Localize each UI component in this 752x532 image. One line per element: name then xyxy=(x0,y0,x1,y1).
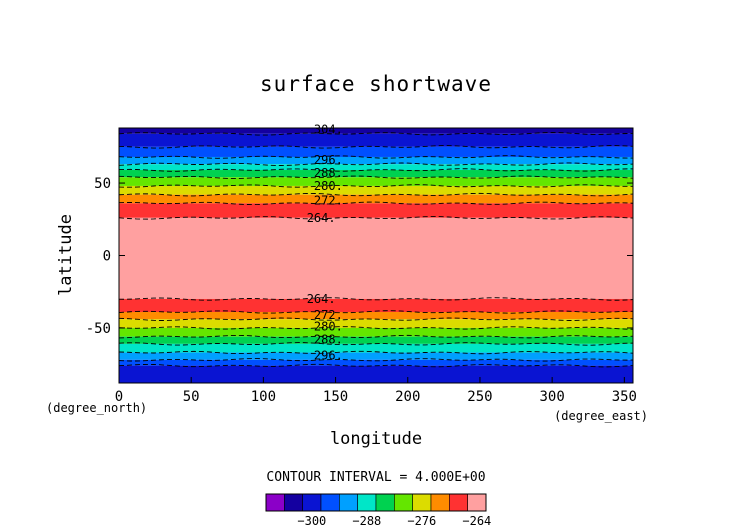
colorbar-tick-label: −300 xyxy=(297,514,326,528)
contour-label: 296. xyxy=(314,348,343,362)
color-band xyxy=(119,343,633,353)
colorbar-swatch xyxy=(357,493,377,512)
colorbar-tick-label: −288 xyxy=(352,514,381,528)
color-band xyxy=(119,146,633,157)
contour-line xyxy=(118,168,634,172)
contour-line xyxy=(118,201,634,206)
color-band xyxy=(119,156,633,165)
colorbar-swatch xyxy=(265,493,285,512)
x-tick-label: 350 xyxy=(612,389,637,405)
colorbar-swatch xyxy=(375,493,395,512)
color-band xyxy=(119,203,633,218)
x-axis: 0 50 100 150 200 250 300 350 xyxy=(115,377,637,405)
colorbar-swatch xyxy=(302,493,322,512)
x-tick-label: 100 xyxy=(251,389,276,405)
contour-line xyxy=(118,358,634,362)
color-band xyxy=(119,185,633,195)
x-unit-label: (degree_east) xyxy=(554,409,648,423)
contour-line xyxy=(118,334,634,339)
contour-line xyxy=(118,132,634,136)
contour-label: 304. xyxy=(314,122,343,136)
y-axis: -50 0 50 xyxy=(86,176,633,337)
contour-label: 280. xyxy=(314,179,343,193)
contour-label: 272. xyxy=(314,193,343,207)
x-tick-label: 250 xyxy=(467,389,492,405)
color-band xyxy=(119,133,633,147)
contour-line xyxy=(118,342,634,346)
colorbar-frame xyxy=(265,493,487,512)
color-band xyxy=(119,312,633,320)
color-band xyxy=(119,177,633,186)
contour-line xyxy=(118,216,634,220)
colorbar-swatch xyxy=(284,493,303,512)
x-tick-label: 150 xyxy=(323,389,348,405)
colorbar-swatch xyxy=(467,493,487,512)
x-tick-label: 300 xyxy=(539,389,564,405)
plot-area: 304.296.288.280.272.264.264.272.280.288.… xyxy=(118,122,634,384)
color-band xyxy=(119,352,633,360)
y-unit-label: (degree_north) xyxy=(46,401,147,415)
contour-line xyxy=(118,350,634,355)
color-band xyxy=(119,128,633,134)
color-band xyxy=(119,170,633,178)
colorbar-tick-label: −264 xyxy=(462,514,491,528)
contour-label: 288. xyxy=(314,166,343,180)
colorbar-swatch xyxy=(430,493,450,512)
color-band xyxy=(119,194,633,204)
color-bands xyxy=(119,128,633,383)
colorbar: −300 −288 −276 −264 xyxy=(265,493,491,528)
contour-line xyxy=(118,175,634,179)
y-tick-label: -50 xyxy=(86,321,111,337)
x-axis-title: longitude xyxy=(330,429,422,449)
contour-label: 264. xyxy=(307,292,336,306)
contour-line xyxy=(118,310,634,314)
color-band xyxy=(119,336,633,344)
contour-line xyxy=(118,317,634,321)
contour-labels: 304.296.288.280.272.264.264.272.280.288.… xyxy=(307,122,343,362)
colorbar-swatch xyxy=(449,493,468,512)
contour-label: 296. xyxy=(314,153,343,167)
contour-line xyxy=(118,155,634,159)
color-band xyxy=(119,327,633,337)
contour-line xyxy=(118,297,634,301)
colorbar-swatch xyxy=(394,493,413,512)
contour-line xyxy=(118,162,634,166)
contour-line xyxy=(118,326,634,330)
colorbar-swatch xyxy=(339,493,358,512)
chart-title: surface shortwave xyxy=(260,72,492,96)
x-tick-label: 200 xyxy=(395,389,420,405)
contour-label: 288. xyxy=(314,333,343,347)
contour-line xyxy=(118,192,634,197)
contour-label: 272. xyxy=(314,308,343,322)
contour-line xyxy=(118,145,634,149)
colorbar-swatch xyxy=(320,493,340,512)
x-tick-label: 0 xyxy=(115,389,123,405)
color-band xyxy=(119,217,633,299)
contour-line xyxy=(118,184,634,188)
x-tick-label: 50 xyxy=(183,389,200,405)
contour-label: 264. xyxy=(307,211,336,225)
y-axis-title: latitude xyxy=(56,214,76,296)
color-band xyxy=(119,359,633,366)
colorbar-swatch xyxy=(412,493,432,512)
color-band xyxy=(119,365,633,383)
contour-interval-text: CONTOUR INTERVAL = 4.000E+00 xyxy=(266,470,485,485)
contour-line xyxy=(118,363,634,368)
color-band xyxy=(119,319,633,328)
y-tick-label: 50 xyxy=(94,176,111,192)
y-tick-label: 0 xyxy=(103,249,111,265)
contour-label: 280. xyxy=(314,319,343,333)
contour-lines xyxy=(118,132,634,368)
color-band xyxy=(119,298,633,313)
colorbar-tick-label: −276 xyxy=(407,514,436,528)
color-band xyxy=(119,164,633,171)
